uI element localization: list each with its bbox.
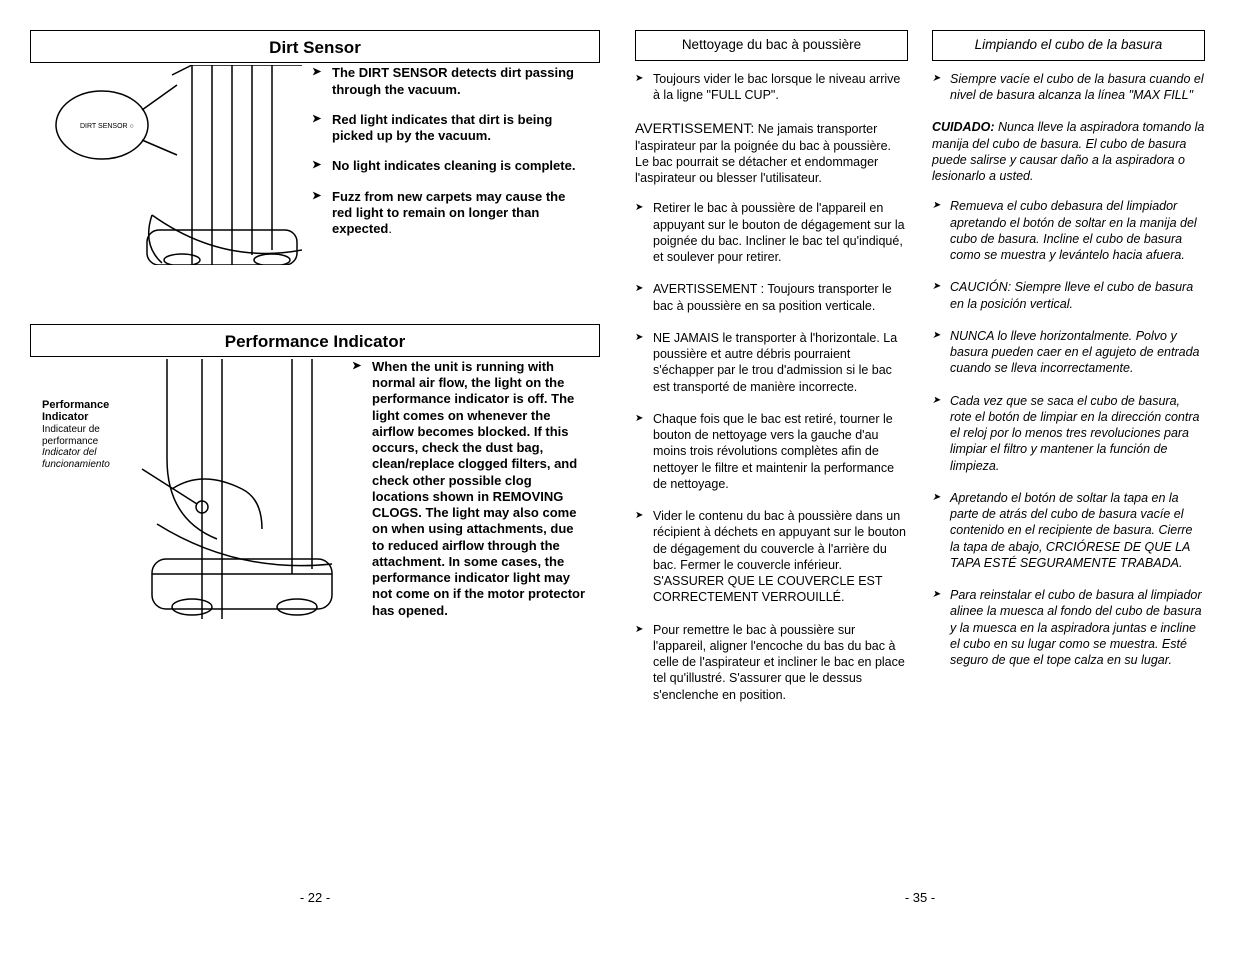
bullet: Pour remettre le bac à poussière sur l'a… — [635, 622, 908, 703]
page-left: Dirt Sensor — [30, 30, 600, 910]
bullet: Para reinstalar el cubo de basura al lim… — [932, 587, 1205, 668]
dirt-sensor-title: Dirt Sensor — [31, 31, 599, 62]
french-column: Nettoyage du bac à poussière Toujours vi… — [635, 30, 908, 910]
spanish-warning: CUIDADO: Nunca lleve la aspiradora toman… — [932, 119, 1205, 184]
page-number-left: - 22 - — [30, 890, 600, 906]
dirt-sensor-text: The DIRT SENSOR detects dirt passing thr… — [312, 65, 588, 269]
bullet: AVERTISSEMENT : Toujours transporter le … — [635, 281, 908, 314]
vacuum-performance-icon — [42, 359, 342, 619]
bullet: Remueva el cubo debasura del limpiador a… — [932, 198, 1205, 263]
page-right: Nettoyage du bac à poussière Toujours vi… — [635, 30, 1205, 910]
bullet: Red light indicates that dirt is being p… — [312, 112, 588, 145]
bullet: Cada vez que se saca el cubo de basura, … — [932, 393, 1205, 474]
french-header: Nettoyage du bac à poussière — [635, 30, 908, 61]
dirt-sensor-section: Dirt Sensor — [30, 30, 600, 63]
bullet: Siempre vacíe el cubo de la basura cuand… — [932, 71, 1205, 104]
bullet: Vider le contenu du bac à poussière dans… — [635, 508, 908, 606]
performance-indicator-text: When the unit is running with normal air… — [352, 359, 588, 633]
french-warning: AVERTISSEMENT: Ne jamais transporter l'a… — [635, 119, 908, 186]
performance-indicator-callout: Performance Indicator Indicateur de perf… — [42, 399, 142, 470]
performance-indicator-title: Performance Indicator — [31, 325, 599, 356]
svg-text:DIRT SENSOR ○: DIRT SENSOR ○ — [80, 123, 134, 130]
performance-indicator-illustration: Performance Indicator Indicateur de perf… — [42, 359, 342, 633]
bullet: Retirer le bac à poussière de l'appareil… — [635, 200, 908, 265]
bullet: NUNCA lo lleve horizontalmente. Polvo y … — [932, 328, 1205, 377]
bullet: The DIRT SENSOR detects dirt passing thr… — [312, 65, 588, 98]
bullet: NE JAMAIS le transporter à l'horizontale… — [635, 330, 908, 395]
callout-sub: Indicateur de performance — [42, 424, 142, 447]
bullet: Apretando el botón de soltar la tapa en … — [932, 490, 1205, 571]
page-number-right: - 35 - — [635, 890, 1205, 906]
bullet: No light indicates cleaning is complete. — [312, 158, 588, 174]
spanish-column: Limpiando el cubo de la basura Siempre v… — [932, 30, 1205, 910]
callout-it: Indicator del funcionamiento — [42, 447, 142, 470]
spanish-header: Limpiando el cubo de la basura — [932, 30, 1205, 61]
bullet: Fuzz from new carpets may cause the red … — [312, 189, 588, 238]
performance-indicator-section: Performance Indicator — [30, 324, 600, 357]
bullet: Chaque fois que le bac est retiré, tourn… — [635, 411, 908, 492]
bullet: Toujours vider le bac lorsque le niveau … — [635, 71, 908, 104]
bullet: When the unit is running with normal air… — [352, 359, 588, 619]
callout-title: Performance Indicator — [42, 399, 142, 424]
vacuum-dirt-sensor-icon: DIRT SENSOR ○ — [42, 65, 302, 265]
dirt-sensor-illustration: DIRT SENSOR ○ — [42, 65, 302, 269]
bullet: CAUCIÓN: Siempre lleve el cubo de basura… — [932, 279, 1205, 312]
